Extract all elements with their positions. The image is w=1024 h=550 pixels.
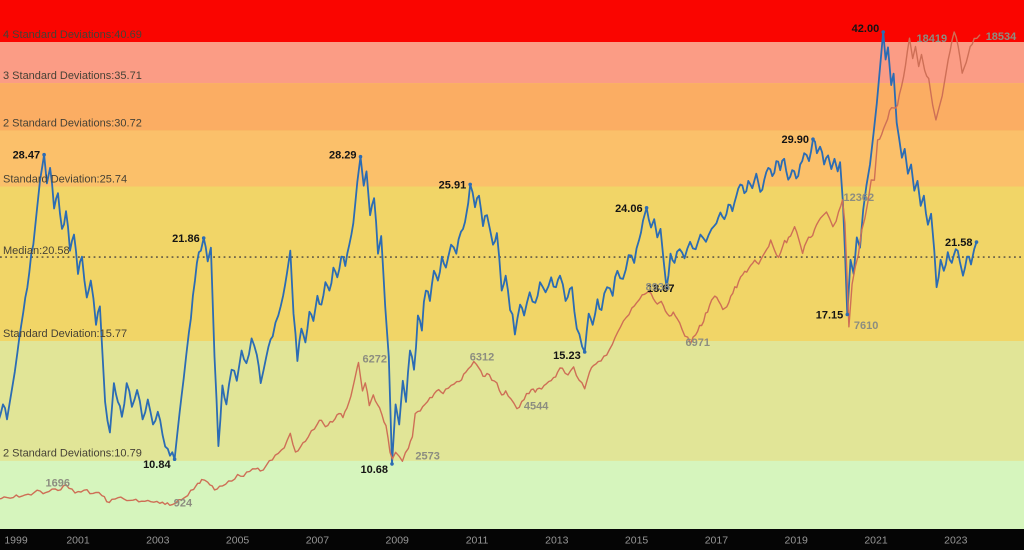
sd-band-fill [0,42,1024,84]
price-annotation: 924 [174,497,193,509]
price-annotation: 18419 [917,33,948,45]
sd-band-fill [0,460,1024,529]
pe-annotation: 17.15 [816,310,844,322]
sd-band-label: 2 Standard Deviations:10.79 [3,448,142,460]
sd-band-fill [0,0,1024,42]
sd-band-label: 3 Standard Deviations:35.71 [3,70,142,82]
price-annotation: 12362 [844,192,875,204]
price-annotation: 6272 [363,354,387,366]
pe-annotation: 29.90 [781,134,809,146]
sd-band-label: Standard Deviation:25.74 [3,174,127,186]
sd-band-fill [0,83,1024,131]
x-axis-year-label: 2011 [466,535,489,547]
pe-marker-dot [358,154,363,159]
price-annotation: 7610 [854,320,878,332]
pe-marker-dot [664,286,669,290]
pe-marker-dot [845,312,850,317]
sd-band-fill [0,130,1024,187]
price-annotation: 6971 [686,337,710,349]
price-index-line [0,31,981,506]
pe-annotation: 25.91 [439,179,467,191]
pe-annotation: 42.00 [852,23,880,35]
median-label: Median:20.58 [3,245,70,257]
pe-annotation: 18.67 [647,283,675,295]
pe-annotation: 10.84 [143,459,171,471]
pe-annotation: 24.06 [615,203,643,215]
price-annotation: 6312 [470,352,494,364]
pe-annotation: 28.47 [13,150,41,162]
x-axis-year-label: 2015 [625,535,649,547]
x-axis-year-label: 1999 [4,535,28,547]
pe-annotation: 15.23 [553,350,581,362]
pe-marker-dot [881,30,885,34]
price-annotation: 2573 [415,450,439,462]
x-axis-year-label: 2001 [66,535,90,547]
sd-band-label: Standard Deviation:15.77 [3,328,127,340]
pe-marker-dot [644,206,649,210]
x-axis-year-label: 2005 [226,535,250,547]
x-axis-year-label: 2003 [146,535,170,547]
pe-marker-dot [172,457,177,462]
pe-marker-dot [201,236,206,240]
x-axis-year-label: 2013 [545,535,569,547]
price-annotation: 8936 [646,281,670,293]
x-axis-year-label: 2023 [944,535,968,547]
pe-annotation: 28.29 [329,150,357,162]
pe-ratio-line [0,31,978,465]
x-axis-year-label: 2017 [705,535,729,547]
pe-annotation: 10.68 [360,464,388,476]
price-annotation: 1696 [46,478,70,490]
pe-annotation: 21.58 [945,237,973,249]
x-axis-year-label: 2019 [785,535,809,547]
pe-marker-dot [468,182,473,187]
x-axis-band [0,529,1024,550]
price-annotation: 18534 [986,31,1017,43]
pe-marker-dot [42,152,46,157]
sd-band-fill [0,186,1024,341]
x-axis-year-label: 2021 [864,535,888,547]
pe-marker-dot [390,462,394,466]
pe-marker-dot [974,240,979,244]
pe-marker-dot [811,137,815,141]
sd-band-label: 4 Standard Deviations:40.69 [3,29,142,41]
x-axis-year-label: 2009 [386,535,410,547]
pe-annotation: 21.86 [172,233,200,245]
price-annotation: 4544 [524,401,549,413]
x-axis-year-label: 2007 [306,535,330,547]
sd-band-label: 2 Standard Deviations:30.72 [3,118,142,130]
pe-marker-dot [582,350,587,354]
